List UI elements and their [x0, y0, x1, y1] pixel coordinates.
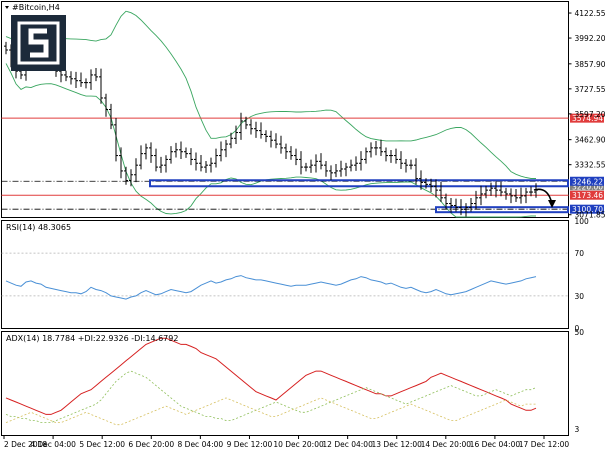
rsi-panel-frame [1, 220, 569, 329]
rsi-tick-label: 0 [575, 324, 580, 333]
candles [4, 37, 538, 217]
rsi-tick-label: 30 [575, 292, 585, 301]
adx-line [5, 337, 537, 415]
price-tick-label: 3332.55 [575, 161, 606, 170]
adx-indicator: 50 3 [5, 328, 585, 434]
rsi-tick-label: 100 [575, 217, 590, 226]
plus-di-line [5, 370, 537, 423]
adx-tick-label: 50 [575, 328, 585, 337]
minus-di-line [5, 397, 536, 426]
bollinger-lower-band [5, 63, 536, 218]
logo-mark [17, 21, 60, 65]
price-tick-label: 3727.55 [575, 85, 606, 94]
time-tick-label: 13 Dec 12:00 [372, 440, 423, 449]
time-tick-label: 14 Dec 20:00 [421, 440, 472, 449]
time-tick-label: 8 Dec 04:00 [178, 440, 224, 449]
price-axis: 4122.55 3992.20 3857.90 3727.55 3597.20 3462.… [568, 9, 606, 220]
bollinger-upper-band [5, 10, 536, 179]
zone-upper-tag [570, 176, 604, 186]
lower-blue-zone [435, 206, 569, 214]
hidden-level-tag [570, 182, 604, 191]
price-tick-label: 3597.20 [575, 110, 606, 119]
current-price-tag [570, 190, 604, 200]
price-tick-label: 3462.90 [575, 136, 606, 145]
price-tick-label: 3992.20 [575, 34, 606, 43]
price-tick-label: 3857.90 [575, 60, 606, 69]
chart-title: #Bitcoin,H4 [12, 3, 60, 12]
upper-blue-zone [149, 179, 569, 188]
adx-panel-frame [1, 331, 569, 436]
price-panel-frame [1, 1, 569, 218]
time-tick-label: 16 Dec 04:00 [470, 440, 521, 449]
resistance-tag [570, 113, 604, 123]
zone-upper-tag-value: 3246.22 [572, 177, 603, 186]
time-tick-label: 12 Dec 04:00 [322, 440, 373, 449]
time-tick-label: 6 Dec 20:00 [128, 440, 174, 449]
rsi-indicator: 100 70 30 0 [1, 217, 590, 333]
rsi-tick-label: 70 [575, 249, 585, 258]
current-price-tag-value: 3173.46 [572, 191, 603, 200]
time-tick-label: 4 Dec 04:00 [30, 440, 76, 449]
adx-tick-label: 3 [575, 425, 580, 434]
price-tick-label: 3071.85 [575, 211, 606, 220]
hidden-level-value: 3220.00 [572, 182, 603, 191]
brand-logo [11, 15, 66, 71]
zone-lower-tag [570, 204, 604, 214]
time-tick-label: 2 Dec 2018 [4, 440, 47, 449]
forecast-arrowhead-icon [548, 200, 556, 208]
time-tick-label: 9 Dec 12:00 [227, 440, 273, 449]
resistance-tag-value: 3574.94 [572, 114, 603, 123]
zone-lower-tag-value: 3100.70 [572, 205, 603, 214]
dropdown-triangle-icon[interactable] [5, 6, 9, 9]
adx-title: ADX(14) 18.7784 +DI:22.9326 -DI:14.6792 [6, 334, 178, 343]
time-tick-label: 17 Dec 12:00 [519, 440, 570, 449]
price-levels: 3220.00 3574.94 3246.22 3173.46 3100.70 [1, 113, 604, 214]
time-tick-label: 10 Dec 20:00 [273, 440, 324, 449]
rsi-title: RSI(14) 48.3065 [6, 223, 71, 232]
time-tick-label: 5 Dec 12:00 [79, 440, 125, 449]
bollinger-bands [5, 10, 536, 218]
rsi-line [5, 275, 537, 300]
price-tick-label: 4122.55 [575, 9, 606, 18]
